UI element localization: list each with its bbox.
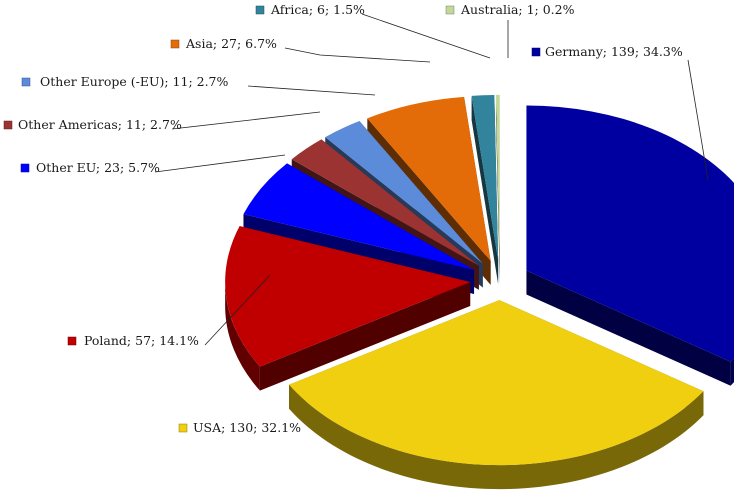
data-label-asia: Asia; 27; 6.7% bbox=[185, 36, 277, 51]
leader-line-other-americas bbox=[171, 111, 321, 130]
slice-other-eu bbox=[243, 163, 475, 270]
data-label-australia: Australia; 1; 0.2% bbox=[460, 2, 575, 17]
slice-tops bbox=[225, 94, 734, 466]
data-label-other-americas: Other Americas; 11; 2.7% bbox=[18, 117, 182, 132]
leader-line-other-europe-eu bbox=[247, 85, 376, 96]
slice-wall-africa-0 bbox=[471, 95, 499, 284]
leader-line-germany bbox=[687, 59, 709, 181]
label-marker-asia bbox=[170, 39, 180, 49]
leader-line-poland bbox=[204, 274, 271, 346]
label-marker-africa bbox=[255, 5, 265, 15]
slice-other-europe-eu bbox=[325, 120, 483, 264]
leader-line-other-eu bbox=[154, 154, 286, 173]
leader-line-asia bbox=[284, 47, 431, 63]
slice-wall-australia-0 bbox=[495, 94, 500, 284]
data-label-poland: Poland; 57; 14.1% bbox=[84, 333, 199, 348]
leader-lines bbox=[154, 13, 709, 346]
slice-wall-germany-1 bbox=[526, 270, 731, 386]
label-marker-usa bbox=[178, 423, 188, 433]
data-label-other-europe-eu: Other Europe (-EU); 11; 2.7% bbox=[40, 74, 229, 89]
label-marker-other-europe-eu bbox=[21, 77, 31, 87]
label-marker-germany bbox=[531, 47, 541, 57]
data-label-africa: Africa; 6; 1.5% bbox=[270, 2, 365, 17]
data-label-germany: Germany; 139; 34.3% bbox=[545, 44, 683, 59]
slice-africa bbox=[471, 94, 499, 260]
slice-usa bbox=[289, 300, 704, 466]
label-marker-australia bbox=[445, 5, 455, 15]
label-marker-poland bbox=[67, 336, 77, 346]
slice-poland bbox=[225, 226, 471, 367]
label-marker-other-eu bbox=[20, 163, 30, 173]
slice-australia bbox=[495, 94, 500, 260]
data-label-usa: USA; 130; 32.1% bbox=[193, 420, 301, 435]
slice-side-germany bbox=[730, 358, 734, 386]
data-labels: Germany; 139; 34.3% USA; 130; 32.1% Poland… bbox=[3, 2, 683, 435]
leader-line-africa bbox=[361, 13, 491, 59]
slice-side-usa bbox=[289, 384, 704, 490]
slice-asia bbox=[367, 96, 491, 261]
label-marker-other-americas bbox=[3, 120, 13, 130]
slice-wall-poland-0 bbox=[259, 281, 471, 391]
slice-other-americas bbox=[291, 139, 479, 266]
slice-germany bbox=[526, 105, 734, 362]
slice-side-poland bbox=[225, 281, 260, 391]
data-label-other-eu: Other EU; 23; 5.7% bbox=[36, 160, 160, 175]
